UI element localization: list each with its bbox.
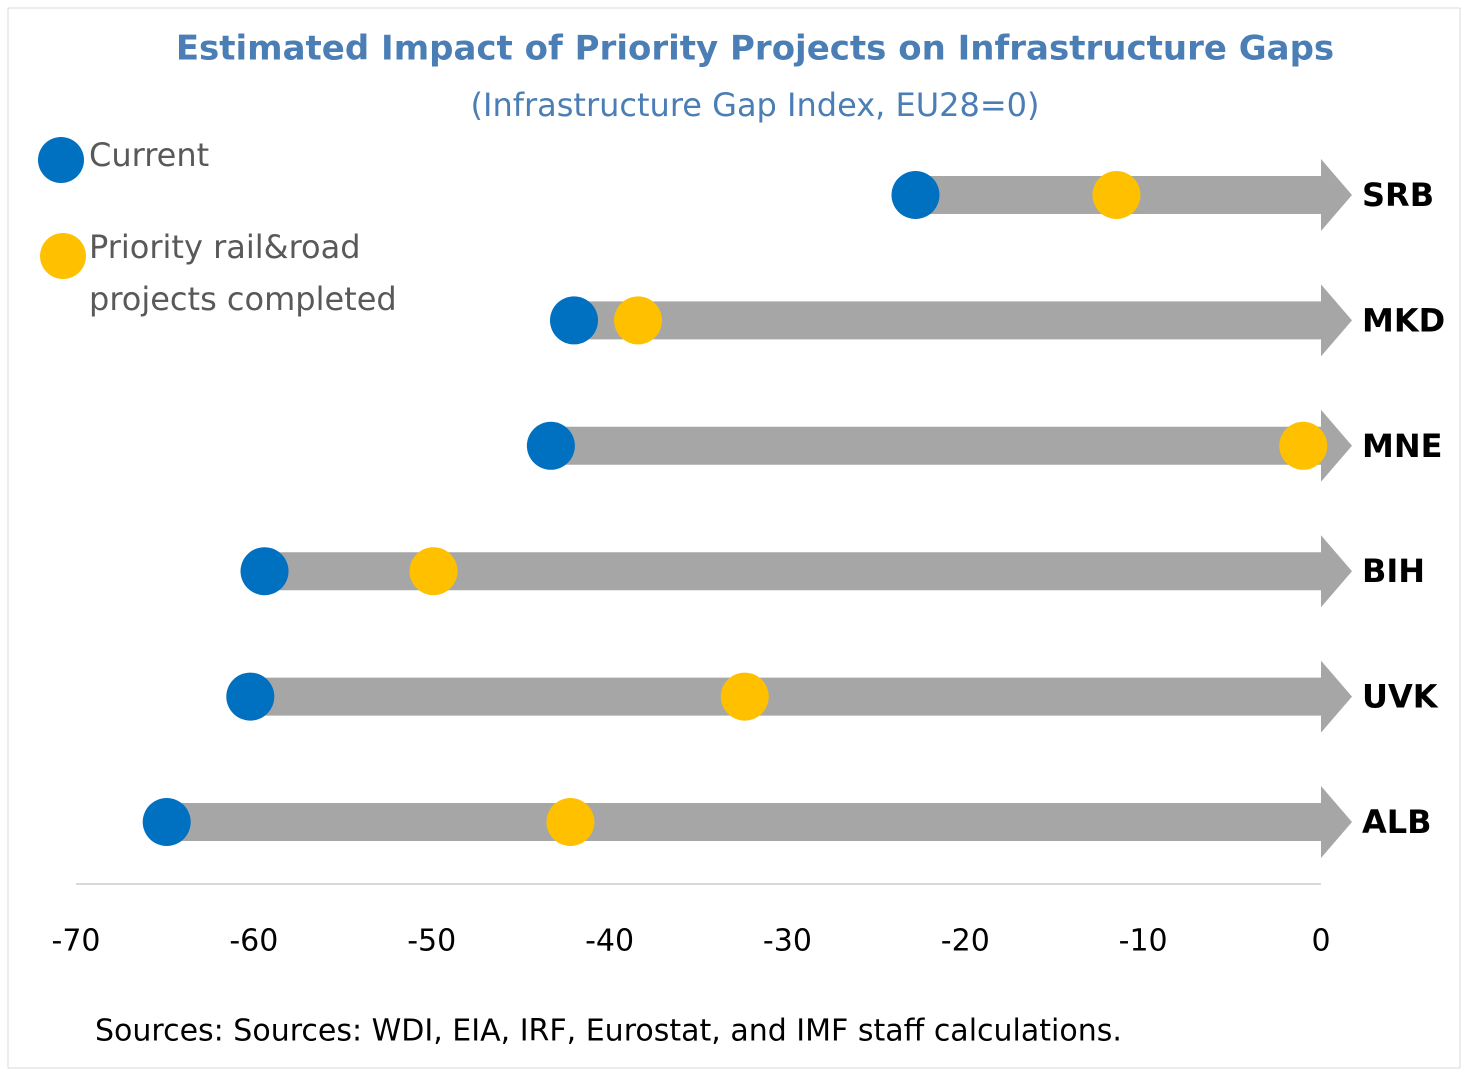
dot (550, 296, 598, 345)
x-tick-label: -10 (1119, 924, 1168, 959)
dot (614, 296, 663, 345)
x-tick-label: 0 (1311, 924, 1330, 959)
arrow (166, 786, 1352, 858)
category-label: MKD (1362, 301, 1445, 339)
dot (720, 672, 769, 721)
x-tick-label: -40 (585, 924, 634, 959)
x-tick-label: -20 (941, 924, 990, 959)
dot (1279, 421, 1328, 470)
x-tick-label: -30 (763, 924, 812, 959)
dot (546, 798, 595, 846)
dot (240, 547, 289, 596)
x-tick-label: -70 (52, 924, 101, 959)
dot (409, 547, 458, 596)
arrow (574, 284, 1352, 357)
dot (891, 171, 940, 219)
dot (142, 798, 191, 846)
dot (526, 421, 575, 470)
category-label: MNE (1362, 427, 1442, 465)
x-tick-label: -60 (229, 924, 278, 959)
arrow (550, 409, 1352, 482)
category-label: SRB (1362, 176, 1434, 214)
dot (226, 672, 275, 721)
x-tick-label: -50 (407, 924, 456, 959)
category-label: UVK (1362, 678, 1439, 716)
legend-marker (40, 233, 86, 279)
chart-subtitle: (Infrastructure Gap Index, EU28=0) (471, 86, 1040, 124)
chart-title: Estimated Impact of Priority Projects on… (176, 29, 1334, 69)
category-label: ALB (1362, 803, 1432, 841)
legend-label: Current (89, 136, 210, 174)
dot (1092, 171, 1141, 219)
category-label: BIH (1362, 552, 1425, 590)
legend-label: Priority rail&road projects completed (89, 228, 397, 318)
legend-marker (38, 137, 84, 183)
source-note: Sources: Sources: WDI, EIA, IRF, Eurosta… (95, 1014, 1122, 1049)
arrow (250, 660, 1352, 733)
arrow (264, 535, 1352, 608)
